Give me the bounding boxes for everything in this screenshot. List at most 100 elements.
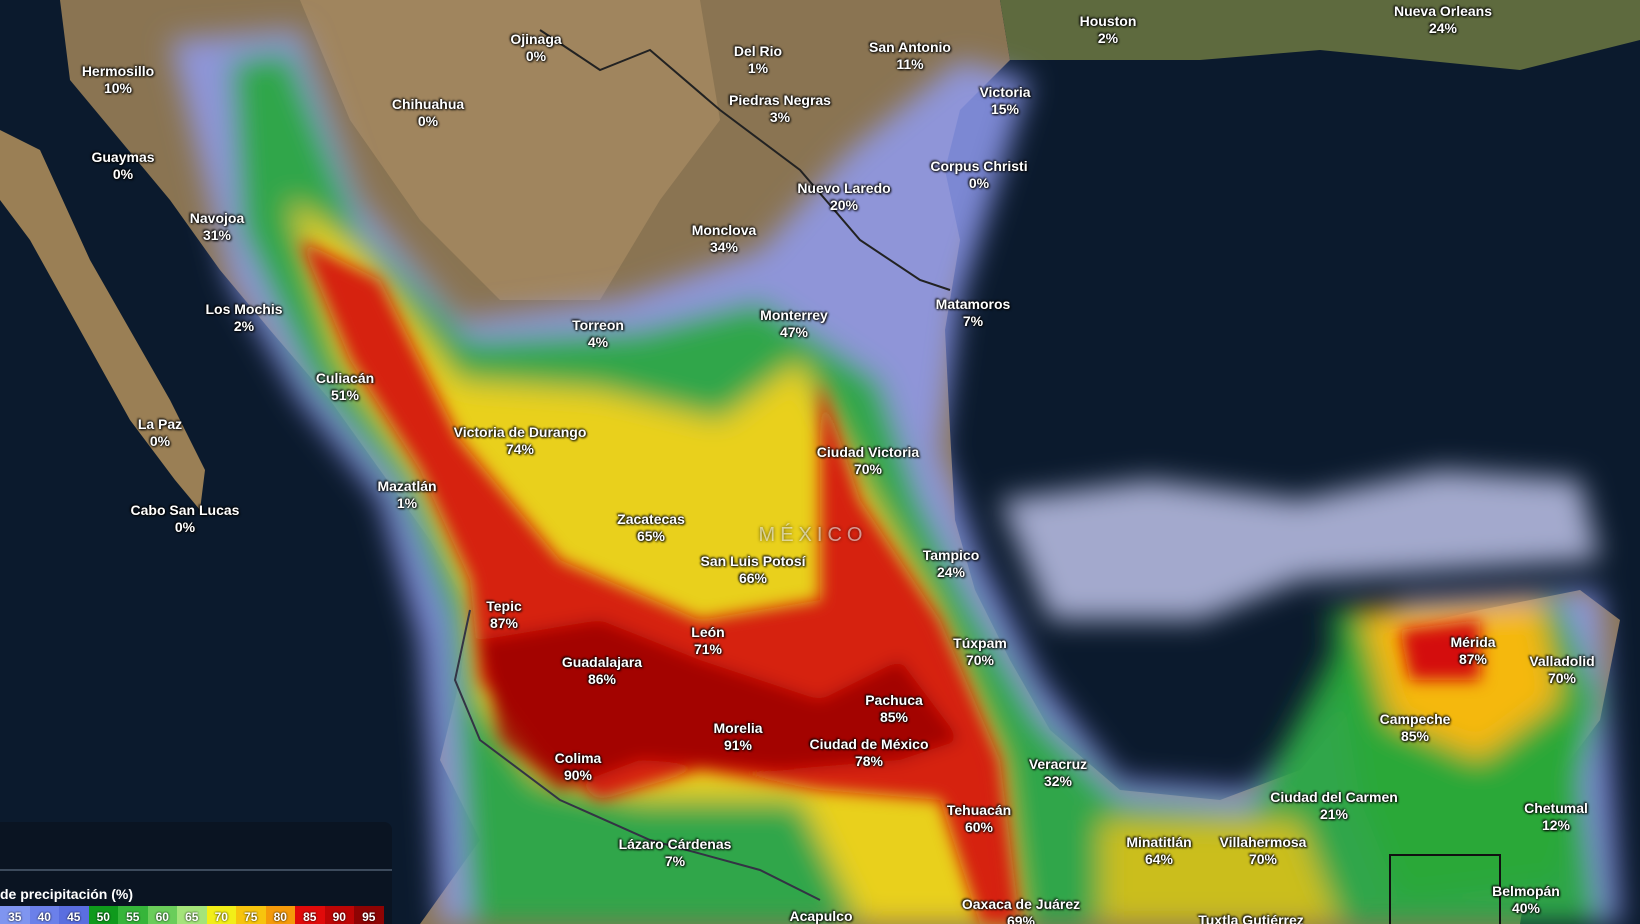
city-precip-percent: 0%	[149, 433, 171, 449]
city-name: Corpus Christi	[930, 158, 1028, 174]
city-label[interactable]: Túxpam 70%	[953, 635, 1007, 669]
city-precip-percent: 60%	[964, 819, 994, 835]
city-name: Nueva Orleans	[1393, 3, 1493, 19]
city-name: Ciudad de México	[809, 736, 929, 752]
city-label[interactable]: Nuevo Laredo 20%	[797, 180, 890, 214]
city-label[interactable]: Morelia 91%	[713, 720, 762, 754]
city-label[interactable]: Culiacán 51%	[316, 370, 374, 404]
city-precip-percent: 70%	[965, 652, 995, 668]
city-label[interactable]: Matamoros 7%	[936, 296, 1011, 330]
legend-swatch: 65	[177, 906, 207, 924]
city-label[interactable]: Ciudad de México 78%	[809, 736, 928, 770]
city-label[interactable]: Torreon 4%	[572, 317, 624, 351]
city-precip-percent: 0%	[112, 166, 134, 182]
city-name: Del Rio	[733, 43, 783, 59]
city-precip-percent: 66%	[738, 570, 768, 586]
city-precip-percent: 10%	[103, 80, 133, 96]
city-label[interactable]: Pachuca 85%	[865, 692, 923, 726]
city-label[interactable]: Piedras Negras 3%	[729, 92, 831, 126]
city-label[interactable]: Victoria 15%	[979, 84, 1030, 118]
city-label[interactable]: Minatitlán 64%	[1126, 834, 1191, 868]
city-name: Matamoros	[935, 296, 1011, 312]
city-label[interactable]: Monclova 34%	[692, 222, 757, 256]
city-label[interactable]: San Luis Potosí 66%	[700, 553, 805, 587]
city-precip-percent: 7%	[664, 853, 686, 869]
city-precip-percent: 71%	[693, 641, 723, 657]
city-label[interactable]: Houston 2%	[1080, 13, 1137, 47]
coastline	[453, 609, 821, 901]
city-label[interactable]: Zacatecas 65%	[617, 511, 685, 545]
city-precip-percent: 85%	[1400, 728, 1430, 744]
city-label[interactable]: Mazatlán 1%	[377, 478, 436, 512]
city-name: Villahermosa	[1219, 834, 1307, 850]
city-label[interactable]: Tuxtla Gutiérrez	[1198, 912, 1304, 924]
city-label[interactable]: Tampico 24%	[923, 547, 980, 581]
city-label[interactable]: Hermosillo 10%	[82, 63, 154, 97]
city-label[interactable]: Acapulco	[789, 908, 852, 924]
city-label[interactable]: Villahermosa 70%	[1220, 834, 1307, 868]
city-label[interactable]: Corpus Christi 0%	[930, 158, 1027, 192]
city-label[interactable]: Chihuahua 0%	[392, 96, 464, 130]
city-label[interactable]: Ciudad del Carmen 21%	[1270, 789, 1398, 823]
city-name: Ciudad del Carmen	[1270, 789, 1398, 805]
city-label[interactable]: Valladolid 70%	[1529, 653, 1594, 687]
city-name: San Antonio	[869, 39, 951, 55]
city-label[interactable]: Tehuacán 60%	[947, 802, 1011, 836]
city-label[interactable]: Cabo San Lucas 0%	[131, 502, 240, 536]
city-precip-percent: 65%	[636, 528, 666, 544]
city-precip-percent: 34%	[709, 239, 739, 255]
legend-swatch: 85	[295, 906, 325, 924]
city-name: Tepic	[486, 598, 522, 614]
city-name: Pachuca	[865, 692, 923, 708]
city-label[interactable]: Ojinaga 0%	[510, 31, 561, 65]
city-label[interactable]: La Paz 0%	[138, 416, 182, 450]
city-precip-percent: 87%	[1458, 651, 1488, 667]
city-label[interactable]: Guadalajara 86%	[562, 654, 642, 688]
guatemala-border	[1389, 854, 1501, 924]
city-precip-percent: 2%	[1097, 30, 1119, 46]
city-precip-percent: 2%	[233, 318, 255, 334]
city-precip-percent: 70%	[1248, 851, 1278, 867]
legend-swatch: 50	[88, 906, 118, 924]
city-label[interactable]: Colima 90%	[555, 750, 602, 784]
city-name: San Luis Potosí	[700, 553, 806, 569]
city-precip-percent: 0%	[525, 48, 547, 64]
city-label[interactable]: Navojoa 31%	[190, 210, 244, 244]
border-line	[539, 29, 951, 291]
city-name: Zacatecas	[617, 511, 685, 527]
city-label[interactable]: Guaymas 0%	[91, 149, 154, 183]
city-name: Colima	[554, 750, 602, 766]
city-precip-percent: 0%	[417, 113, 439, 129]
city-name: Tampico	[922, 547, 980, 563]
city-precip-percent: 20%	[829, 197, 859, 213]
legend-swatch: 90	[324, 906, 354, 924]
city-label[interactable]: Ciudad Victoria 70%	[817, 444, 919, 478]
city-label[interactable]: Del Rio 1%	[734, 43, 782, 77]
city-label[interactable]: Campeche 85%	[1380, 711, 1451, 745]
city-label[interactable]: Monterrey 47%	[760, 307, 828, 341]
city-label[interactable]: Mérida 87%	[1450, 634, 1495, 668]
city-precip-percent: 1%	[747, 60, 769, 76]
city-label[interactable]: Los Mochis 2%	[205, 301, 282, 335]
city-name: Victoria	[979, 84, 1031, 100]
city-precip-percent: 32%	[1043, 773, 1073, 789]
city-name: Nuevo Laredo	[797, 180, 891, 196]
city-label[interactable]: Chetumal 12%	[1524, 800, 1588, 834]
city-label[interactable]: Victoria de Durango 74%	[454, 424, 587, 458]
city-label[interactable]: León 71%	[691, 624, 724, 658]
city-name: Victoria de Durango	[453, 424, 587, 440]
legend-divider	[0, 869, 392, 871]
city-label[interactable]: Tepic 87%	[486, 598, 522, 632]
city-name: Chihuahua	[391, 96, 465, 112]
city-label[interactable]: Veracruz 32%	[1029, 756, 1087, 790]
city-label[interactable]: Nueva Orleans 24%	[1394, 3, 1492, 37]
city-name: Tuxtla Gutiérrez	[1198, 912, 1304, 924]
city-label[interactable]: San Antonio 11%	[869, 39, 951, 73]
city-precip-percent: 24%	[1428, 20, 1458, 36]
city-label[interactable]: Lázaro Cárdenas 7%	[619, 836, 732, 870]
city-label[interactable]: Belmopán 40%	[1492, 883, 1560, 917]
legend-swatch: 60	[147, 906, 177, 924]
city-label[interactable]: Oaxaca de Juárez 69%	[962, 896, 1080, 924]
